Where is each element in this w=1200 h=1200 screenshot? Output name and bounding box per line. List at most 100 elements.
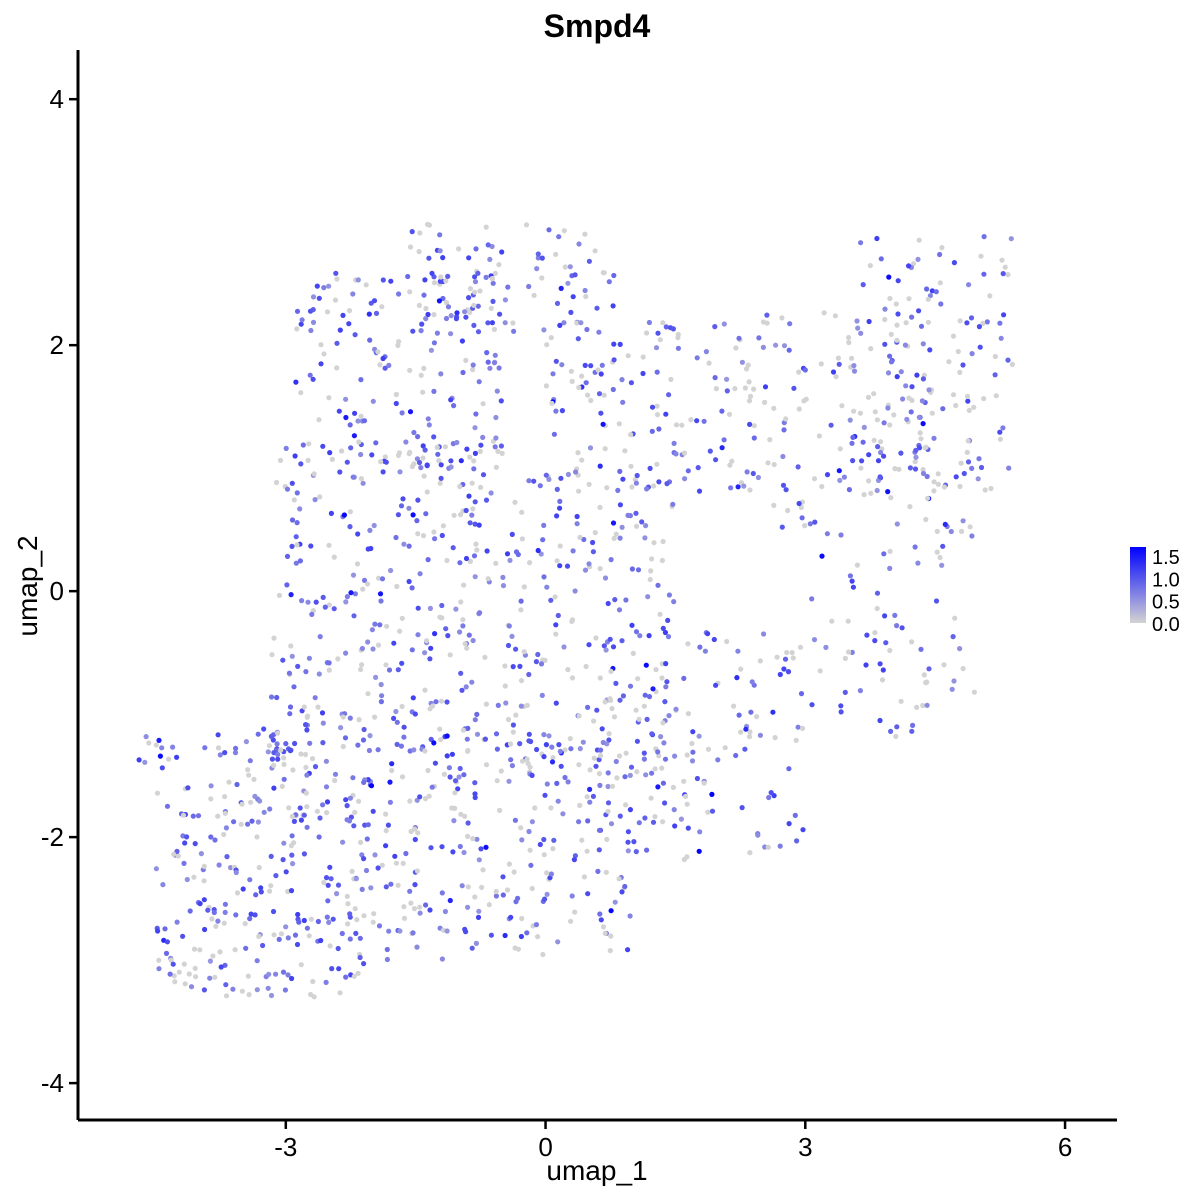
scatter-point: [444, 557, 450, 564]
scatter-point: [646, 319, 653, 326]
scatter-point: [747, 487, 753, 493]
scatter-point: [705, 809, 711, 815]
scatter-point: [505, 716, 512, 723]
scatter-point: [355, 531, 361, 537]
scatter-point: [302, 751, 309, 758]
scatter-point: [416, 249, 422, 255]
scatter-point: [304, 824, 310, 830]
scatter-point: [448, 464, 454, 470]
scatter-point: [560, 811, 566, 817]
scatter-point: [558, 763, 564, 769]
scatter-point: [628, 463, 634, 469]
scatter-point: [471, 553, 478, 559]
scatter-point: [483, 497, 490, 503]
scatter-point: [627, 807, 634, 813]
scatter-point: [694, 775, 701, 782]
scatter-point: [605, 783, 611, 790]
scatter-point: [350, 775, 356, 781]
scatter-point: [463, 357, 469, 363]
scatter-point: [440, 523, 446, 529]
scatter-point: [458, 670, 464, 676]
scatter-point: [276, 592, 283, 599]
scatter-point: [824, 531, 831, 537]
scatter-point: [732, 386, 738, 392]
scatter-point: [900, 396, 906, 402]
scatter-point: [378, 459, 384, 465]
scatter-point: [399, 703, 405, 710]
scatter-point: [289, 975, 295, 982]
scatter-point: [494, 746, 500, 752]
scatter-point: [486, 902, 492, 908]
scatter-point: [841, 474, 848, 480]
scatter-point: [634, 523, 640, 529]
scatter-point: [654, 403, 660, 409]
scatter-point: [251, 776, 257, 783]
scatter-point: [519, 509, 525, 515]
scatter-point: [393, 860, 399, 866]
scatter-point: [1000, 425, 1006, 431]
scatter-point: [284, 582, 290, 588]
scatter-point: [182, 981, 188, 987]
scatter-point: [316, 671, 322, 677]
scatter-point: [370, 646, 376, 652]
scatter-point: [537, 483, 543, 489]
scatter-point: [344, 594, 350, 600]
scatter-point: [473, 940, 479, 947]
scatter-point: [493, 893, 499, 899]
scatter-point: [298, 321, 304, 327]
scatter-point: [701, 780, 707, 786]
scatter-point: [323, 979, 329, 986]
scatter-point: [375, 642, 382, 648]
scatter-point: [902, 342, 909, 348]
scatter-point: [546, 476, 552, 482]
scatter-point: [661, 740, 667, 746]
scatter-point: [324, 810, 330, 816]
scatter-point: [309, 756, 316, 762]
scatter-point: [594, 707, 600, 713]
scatter-point: [409, 229, 415, 235]
scatter-point: [549, 744, 555, 750]
scatter-point: [641, 703, 647, 709]
scatter-point: [457, 765, 463, 772]
scatter-point: [422, 748, 428, 754]
scatter-point: [593, 635, 599, 641]
scatter-point: [586, 481, 592, 487]
scatter-point: [493, 435, 499, 441]
scatter-point: [540, 951, 546, 958]
scatter-point: [170, 744, 176, 750]
scatter-point: [171, 973, 177, 979]
scatter-point: [568, 746, 574, 752]
scatter-point: [327, 450, 333, 456]
scatter-point: [502, 683, 508, 689]
scatter-point: [426, 222, 432, 228]
scatter-point: [980, 320, 986, 326]
scatter-point: [310, 294, 317, 300]
scatter-point: [644, 847, 650, 853]
scatter-point: [670, 784, 677, 791]
scatter-point: [867, 263, 873, 269]
scatter-point: [361, 577, 368, 584]
scatter-point: [671, 599, 677, 605]
scatter-point: [635, 676, 641, 682]
scatter-point: [993, 393, 999, 399]
scatter-point: [393, 400, 399, 407]
scatter-point: [391, 640, 397, 646]
scatter-point: [913, 454, 919, 460]
scatter-point: [467, 454, 473, 460]
scatter-point: [347, 715, 353, 721]
scatter-point: [351, 613, 357, 619]
scatter-point: [368, 545, 374, 552]
scatter-point: [477, 448, 483, 454]
scatter-point: [252, 912, 258, 918]
scatter-point: [320, 443, 326, 449]
scatter-point: [541, 836, 547, 843]
scatter-point: [909, 397, 915, 403]
scatter-point: [739, 805, 745, 811]
legend-label: 0.5: [1152, 592, 1180, 614]
scatter-point: [673, 451, 679, 457]
scatter-point: [239, 801, 245, 807]
scatter-point: [248, 799, 254, 805]
scatter-point: [602, 446, 608, 452]
scatter-point: [465, 884, 471, 890]
scatter-point: [350, 291, 356, 297]
